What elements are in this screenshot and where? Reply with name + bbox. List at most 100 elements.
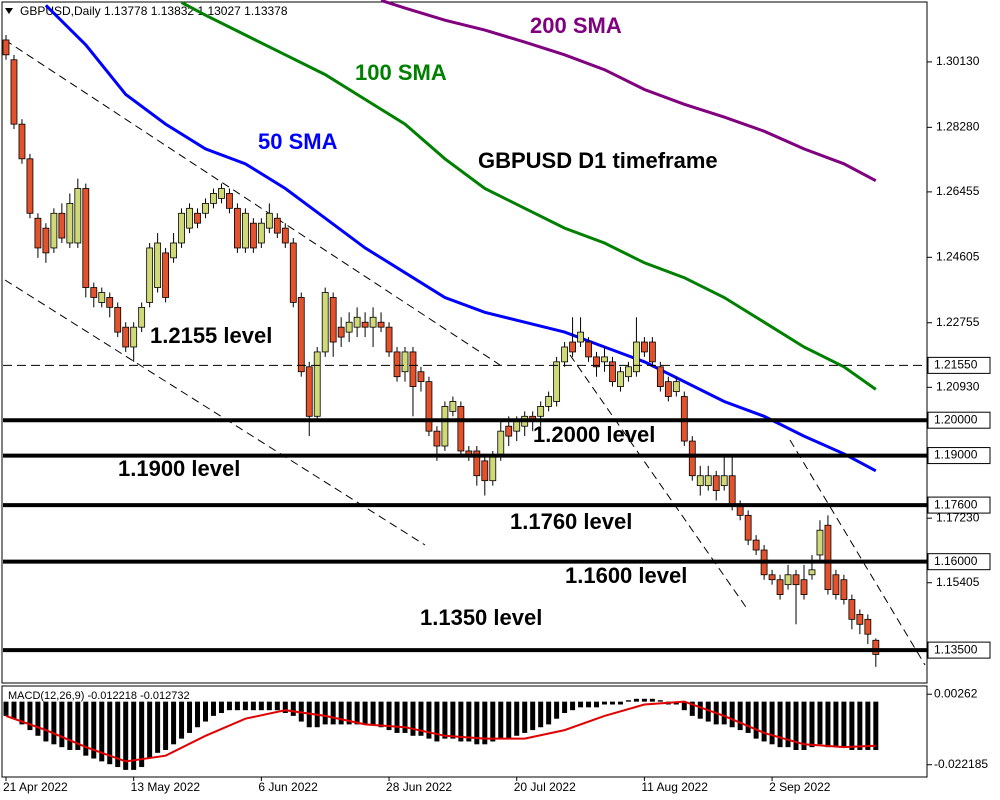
macd-bar	[27, 701, 33, 731]
macd-y-tick-label: -0.022185	[934, 757, 988, 771]
candle-body	[433, 430, 441, 447]
candle-body	[130, 326, 138, 348]
level-label: 1.1760 level	[510, 509, 632, 534]
candle-body	[497, 430, 505, 457]
macd-bar	[258, 701, 264, 711]
main-panel-frame	[1, 1, 928, 684]
candle-body	[305, 366, 313, 417]
macd-bar	[234, 701, 240, 711]
candle-body	[313, 351, 321, 417]
macd-bar	[769, 701, 775, 745]
macd-bar	[418, 701, 424, 736]
candle-body	[840, 579, 848, 600]
macd-bar	[745, 701, 751, 733]
macd-bar	[554, 701, 560, 719]
macd-bar	[641, 698, 647, 702]
candle-body	[848, 599, 856, 620]
macd-bar	[865, 701, 871, 750]
macd-bar	[793, 701, 799, 750]
candle-body	[202, 202, 209, 214]
candle-body	[585, 341, 592, 358]
y-tick-label: 1.28280	[936, 120, 980, 134]
candle-body	[42, 227, 50, 254]
macd-bar	[210, 701, 216, 716]
candle-body	[361, 321, 369, 328]
candle-body	[194, 212, 201, 224]
candle-body	[728, 475, 736, 506]
level-tag-label: 1.20000	[934, 412, 978, 426]
candle-body	[417, 371, 425, 383]
macd-bar	[689, 701, 695, 716]
candle-body	[664, 381, 672, 397]
candle-body	[265, 212, 273, 229]
macd-bar	[378, 701, 384, 728]
x-tick-label: 2 Sep 2022	[769, 780, 831, 794]
level-label: 1.2000 level	[533, 422, 655, 447]
macd-bar	[538, 701, 544, 728]
candle-body	[489, 455, 497, 482]
candle-body	[74, 188, 82, 244]
candle-body	[98, 292, 106, 303]
macd-bar	[833, 701, 839, 748]
macd-bar	[474, 701, 480, 745]
candle-body	[633, 341, 640, 373]
candle-body	[50, 212, 58, 249]
macd-bar	[657, 700, 663, 702]
macd-bar	[51, 701, 57, 745]
level-tag	[927, 641, 991, 659]
candle-body	[593, 356, 600, 368]
candle-body	[569, 341, 576, 353]
candle-body	[832, 574, 840, 595]
candle-body	[537, 406, 545, 417]
candle-body	[34, 217, 42, 249]
trend-line	[4, 279, 426, 546]
candle-body	[90, 287, 98, 298]
level-tag-label: 1.13500	[934, 642, 978, 656]
level-tag	[927, 553, 991, 571]
macd-bar	[458, 701, 464, 742]
candle-body	[353, 316, 361, 328]
level-tag	[927, 496, 991, 514]
macd-panel-frame	[1, 685, 928, 778]
macd-bar	[282, 701, 288, 714]
header-icon	[5, 8, 13, 14]
macd-bar	[753, 701, 759, 739]
candle-body	[66, 202, 74, 244]
candle-body	[864, 618, 872, 635]
macd-bar	[11, 701, 17, 719]
macd-bar	[115, 701, 121, 768]
y-tick-label: 1.30130	[936, 54, 980, 68]
macd-bar	[330, 701, 336, 725]
candle-body	[425, 381, 433, 432]
level-tag-label: 1.19000	[934, 448, 978, 462]
candle-body	[178, 212, 185, 244]
candle-body	[704, 475, 712, 487]
macd-bar	[633, 698, 639, 702]
macd-bar	[218, 701, 224, 714]
y-tick-label: 1.17230	[936, 510, 980, 524]
y-tick-label: 1.20930	[936, 379, 980, 393]
macd-bar	[761, 701, 767, 742]
macd-bar	[195, 701, 201, 728]
macd-bar	[139, 701, 145, 768]
candle-body	[26, 158, 34, 214]
candle-body	[273, 217, 281, 234]
candle-body	[106, 297, 114, 308]
candle-body	[234, 207, 241, 249]
macd-bar	[187, 701, 193, 733]
candle-body	[146, 247, 154, 303]
macd-bar	[394, 701, 400, 733]
candle-body	[601, 356, 608, 363]
macd-bar	[274, 701, 280, 711]
candle-body	[186, 207, 193, 229]
macd-bar	[522, 701, 528, 733]
macd-bar	[721, 701, 727, 725]
x-tick-label: 13 May 2022	[131, 780, 201, 794]
macd-bar	[530, 701, 536, 731]
candle-body	[226, 193, 233, 209]
candle-body	[672, 381, 680, 392]
candle-body	[337, 326, 345, 338]
macd-bar	[809, 701, 815, 748]
macd-bar	[354, 701, 360, 725]
